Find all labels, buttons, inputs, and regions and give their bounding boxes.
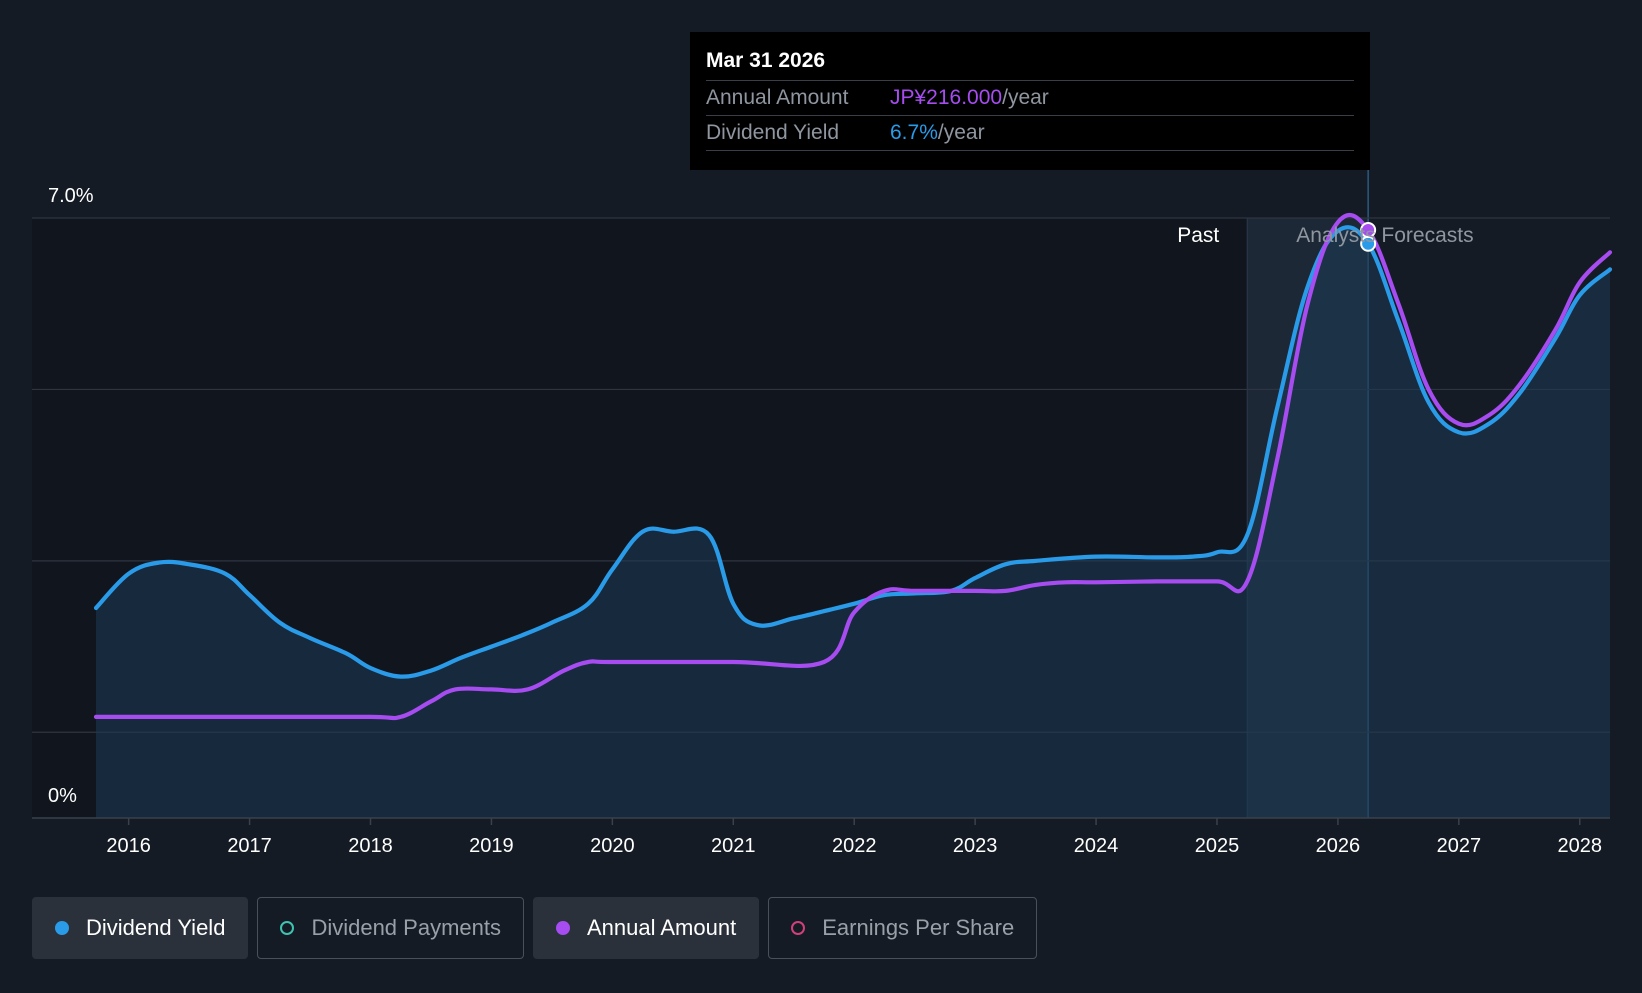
x-tick-label: 2025 [1195, 835, 1240, 857]
x-tick-label: 2024 [1074, 835, 1119, 857]
tooltip-row-annual-amount: Annual Amount JP¥216.000 /year [706, 81, 1354, 116]
legend-label: Annual Amount [586, 915, 737, 940]
dividend-yield-line [93, 225, 1613, 679]
tooltip-date: Mar 31 2026 [706, 46, 1354, 81]
x-tick-label: 2016 [106, 835, 151, 857]
x-tick-label: 2023 [953, 835, 998, 857]
x-tick-label: 2020 [590, 835, 635, 857]
highlight-markers [1360, 222, 1377, 252]
legend-earnings-per-share[interactable]: Earnings Per Share [768, 897, 1038, 959]
dividend-yield-dot-icon [55, 921, 69, 935]
dividend-yield-area [96, 227, 1610, 818]
x-axis: 2016 2017 2018 2019 2020 2021 2022 2023 2024 2025… [32, 817, 1610, 857]
tooltip-unit: /year [937, 121, 985, 144]
annual-amount-dot-icon [555, 921, 570, 935]
tooltip-value: JP¥216.000 [890, 86, 1003, 109]
tooltip: Mar 31 2026 Annual Amount JP¥216.000 /ye… [690, 32, 1370, 170]
tooltip-label: Annual Amount [706, 86, 849, 109]
tooltip-label: Dividend Yield [706, 121, 840, 144]
legend: Dividend Yield Dividend Payments Annual … [32, 897, 1038, 961]
legend-label: Earnings Per Share [822, 915, 1015, 940]
x-tick-label: 2017 [227, 835, 272, 857]
tooltip-unit: /year [1002, 86, 1049, 109]
x-tick-label: 2026 [1316, 835, 1361, 857]
x-tick-label: 2027 [1437, 835, 1482, 857]
x-tick-label: 2019 [469, 835, 514, 857]
annual-amount-line [93, 212, 1613, 721]
legend-annual-amount[interactable]: Annual Amount [532, 897, 760, 959]
legend-dividend-payments[interactable]: Dividend Payments [257, 897, 524, 959]
yield-area [96, 227, 1610, 818]
y-axis-labels: 7.0% 0% [48, 185, 94, 807]
earnings-per-share-ring-icon [791, 921, 806, 935]
tooltip-row-dividend-yield: Dividend Yield 6.7% /year [706, 116, 1354, 151]
x-tick-label: 2018 [348, 835, 393, 857]
region-labels: Past Analysts Forecasts [1177, 224, 1473, 247]
legend-dividend-yield[interactable]: Dividend Yield [32, 897, 249, 959]
dividend-payments-ring-icon [280, 921, 295, 935]
past-label: Past [1177, 224, 1219, 247]
annual-amount-marker [1360, 222, 1377, 238]
series-lines [93, 212, 1613, 721]
tooltip-value: 6.7% [890, 121, 938, 144]
x-tick-label: 2028 [1558, 835, 1603, 857]
forecast-label: Analysts Forecasts [1296, 224, 1473, 247]
legend-label: Dividend Payments [311, 915, 501, 940]
y-tick-label: 7.0% [48, 185, 94, 207]
x-tick-label: 2021 [711, 835, 756, 857]
x-tick-label: 2022 [832, 835, 877, 857]
y-tick-label: 0% [48, 785, 77, 807]
legend-label: Dividend Yield [86, 915, 226, 940]
